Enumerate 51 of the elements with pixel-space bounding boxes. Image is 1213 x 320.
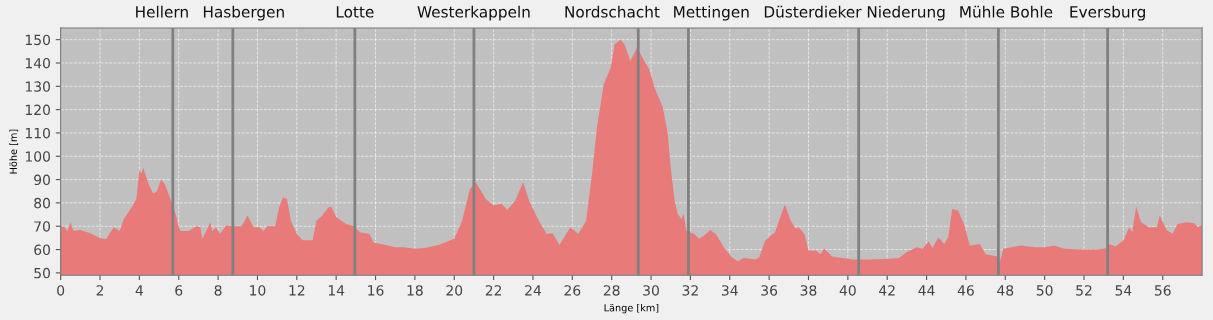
ref-line-label: Hasbergen [203,5,284,21]
y-tick-label: 110 [25,127,50,139]
x-tick-label: 20 [446,285,463,296]
x-tick-label: 50 [1036,285,1053,296]
x-tick-label: 36 [761,285,778,296]
x-tick-label: 32 [682,285,698,296]
ref-line-label: Mettingen [674,5,749,21]
ref-line-label: Mühle Bohle [960,5,1053,18]
x-tick-label: 4 [135,285,144,296]
x-tick-label: 22 [485,285,502,296]
y-tick-label: 80 [34,197,51,209]
y-tick-label: 90 [34,174,51,186]
x-tick-label: 14 [328,285,345,296]
x-tick-label: 40 [839,285,856,296]
ref-line-label: Eversburg [1070,5,1145,21]
x-tick-label: 10 [250,285,266,296]
x-tick-label: 8 [214,285,222,296]
x-tick-label: 6 [175,285,183,296]
x-tick-label: 56 [1154,285,1171,296]
y-tick-label: 100 [25,151,50,162]
y-tick-label: 130 [25,81,50,92]
ref-line-label: Westerkappeln [417,5,530,21]
ref-line-label: Düsterdieker Niederung [764,5,945,21]
x-tick-label: 46 [957,285,974,296]
x-tick-label: 48 [997,285,1014,296]
x-tick-label: 30 [643,285,659,296]
y-axis-title: Höhe [m] [9,129,19,174]
y-tick-label: 50 [34,267,51,279]
x-tick-label: 26 [564,285,581,296]
x-tick-label: 42 [879,285,895,296]
x-tick-label: 28 [603,285,620,296]
x-tick-label: 12 [289,285,305,296]
y-tick-label: 60 [34,244,51,256]
ref-line-label: Hellern [136,5,188,18]
x-tick-label: 52 [1076,285,1092,296]
x-tick-label: 0 [57,285,65,296]
y-tick-label: 120 [25,104,50,116]
x-tick-label: 18 [407,285,423,296]
ref-line-label: Lotte [336,6,374,18]
y-tick-label: 140 [25,57,50,69]
y-tick-label: 150 [25,34,50,46]
ref-line-label: Nordschacht [565,5,660,18]
x-tick-label: 34 [721,285,738,296]
x-axis-title: Länge [km] [604,303,659,314]
x-tick-label: 24 [525,285,542,296]
x-tick-label: 16 [368,285,384,296]
x-tick-label: 2 [96,285,104,296]
x-tick-label: 44 [918,285,935,296]
x-tick-label: 54 [1115,285,1132,296]
x-tick-label: 38 [800,285,817,296]
y-tick-label: 70 [34,221,51,232]
